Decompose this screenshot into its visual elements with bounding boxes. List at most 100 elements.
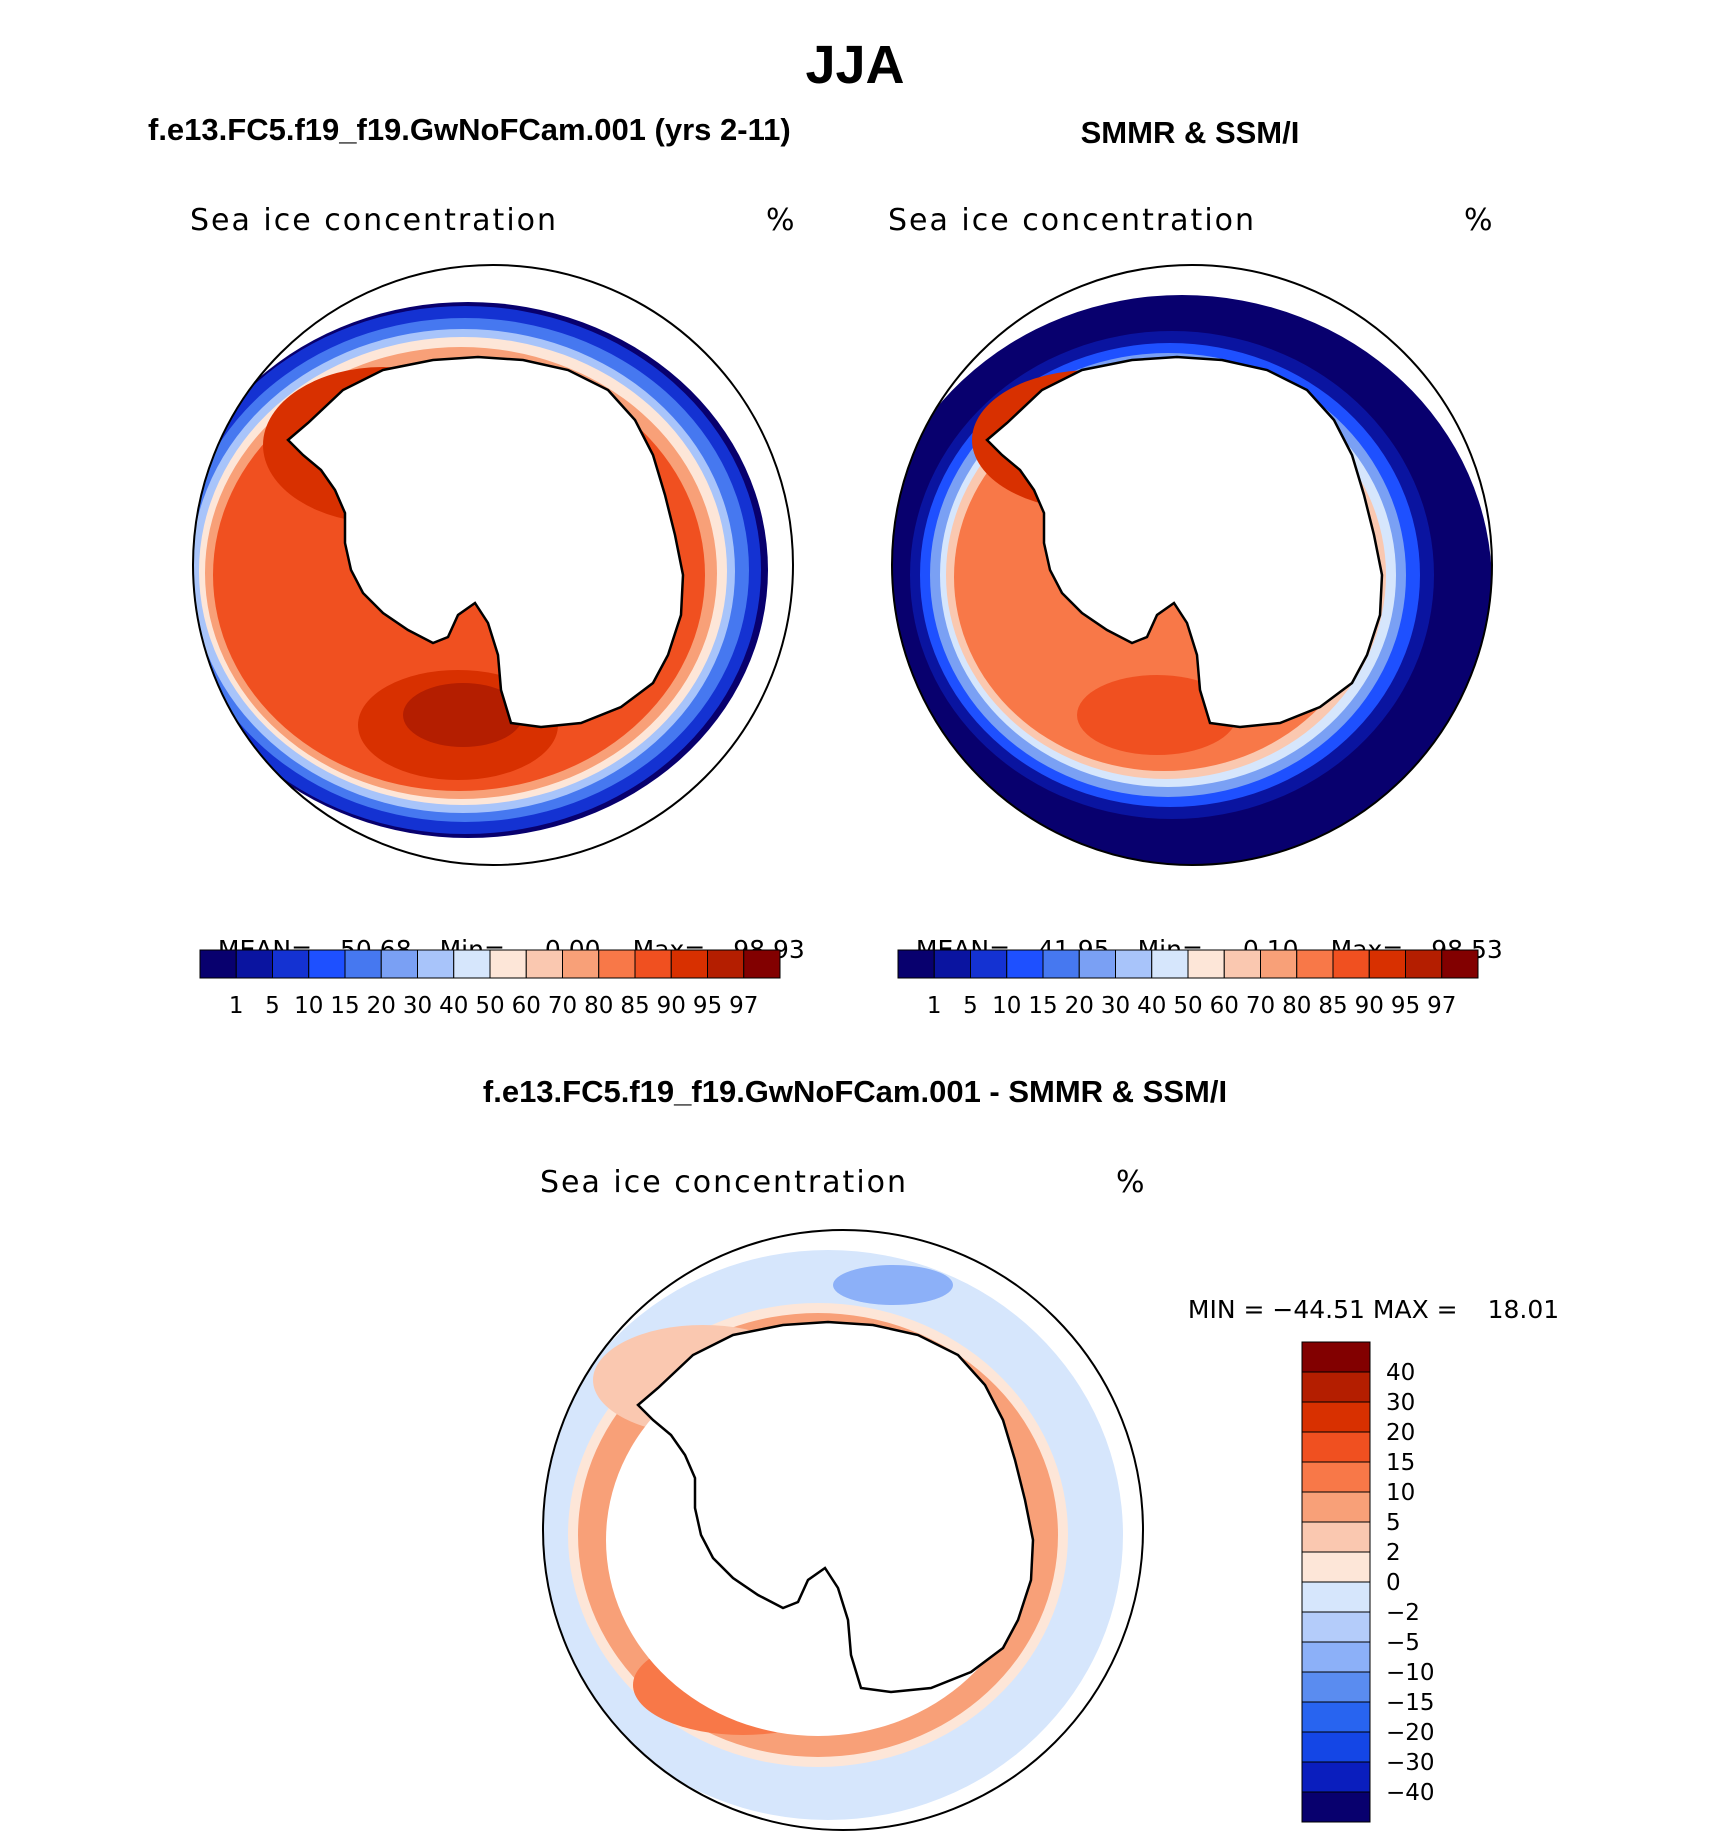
colorbar-tick-label: 30 [1386,1390,1415,1416]
colorbar-tick-label: 40 [1137,993,1166,1019]
colorbar-swatch [1301,1761,1371,1793]
colorbar-tick-label: 5 [265,993,280,1019]
colorbar-tick-label: −10 [1386,1660,1435,1686]
colorbar-swatch [1301,1551,1371,1583]
colorbar-tick-label: 1 [927,993,942,1019]
colorbar-swatch [1332,949,1370,979]
colorbar-swatch [1006,949,1044,979]
units-obs: % [1464,203,1493,238]
colorbar-swatch [1301,1641,1371,1673]
colorbar-swatch [1301,1371,1371,1403]
colorbar-tick-label: 80 [1282,993,1311,1019]
colorbar-swatch [1301,1611,1371,1643]
colorbar-swatch [1301,1491,1371,1523]
units-model: % [766,203,795,238]
colorbar-tick-label: 70 [548,993,577,1019]
colorbar-swatch [1301,1581,1371,1613]
colorbar-tick-label: 85 [1318,993,1347,1019]
colorbar-swatch [707,949,745,979]
colorbar-tick-label: 97 [729,993,758,1019]
colorbar-swatch [344,949,382,979]
colorbar-swatch [1042,949,1080,979]
colorbar-tick-label: 60 [1210,993,1239,1019]
colorbar-swatch [272,949,310,979]
colorbar-tick-label: 20 [367,993,396,1019]
colorbar-swatch [897,949,935,979]
colorbar-swatch [1187,949,1225,979]
colorbar-tick-label: 10 [992,993,1021,1019]
colorbar-tick-label: −2 [1386,1600,1420,1626]
colorbar-swatch [1301,1341,1371,1373]
colorbar-swatch [1301,1521,1371,1553]
field-label-diff: Sea ice concentration [540,1165,909,1200]
colorbar-tick-label: −20 [1386,1720,1435,1746]
colorbar-swatch [308,949,346,979]
colorbar-swatch [598,949,636,979]
colorbar-swatch [1301,1701,1371,1733]
colorbar-tick-label: 40 [1386,1360,1415,1386]
colorbar-tick-label: 5 [1386,1510,1401,1536]
diff-panel-title: f.e13.FC5.f19_f19.GwNoFCam.001 - SMMR & … [482,1074,1228,1109]
colorbar-tick-label: 20 [1386,1420,1415,1446]
colorbar-tick-label: 95 [693,993,722,1019]
colorbar-swatch [1301,1731,1371,1763]
colorbar-swatch [1223,949,1261,979]
colorbar-tick-label: 80 [584,993,613,1019]
colorbar-swatch [235,949,273,979]
colorbar-swatch [489,949,527,979]
diff-min-label: MIN = [1187,1295,1265,1324]
colorbar-swatch [1405,949,1443,979]
colorbar-swatch [1260,949,1298,979]
colorbar-tick-label: 50 [475,993,504,1019]
colorbar-swatch [1301,1671,1371,1703]
colorbar-swatch [199,949,237,979]
colorbar-swatch [1301,1461,1371,1493]
colorbar-swatch [1301,1431,1371,1463]
panel-title-obs: SMMR & SSM/I [1080,115,1300,150]
field-label-obs: Sea ice concentration [888,203,1257,238]
colorbar-swatch [1441,949,1479,979]
panel-title-model: f.e13.FC5.f19_f19.GwNoFCam.001 (yrs 2-11… [148,112,791,147]
diff-max-value: 18.01 [1487,1295,1560,1324]
colorbar-tick-label: −40 [1386,1780,1435,1806]
colorbar-tick-label: 15 [330,993,359,1019]
season-title: JJA [805,35,905,95]
map-model [192,264,794,866]
colorbar-tick-label: −5 [1386,1630,1420,1656]
colorbar-swatch [417,949,455,979]
colorbar-swatch [670,949,708,979]
colorbar-tick-label: 15 [1028,993,1057,1019]
colorbar-tick-label: 70 [1246,993,1275,1019]
colorbar-tick-label: 15 [1386,1450,1415,1476]
colorbar-tick-label: −30 [1386,1750,1435,1776]
colorbar-swatch [525,949,563,979]
colorbar-tick-label: −15 [1386,1690,1435,1716]
map-boundary [542,1229,1144,1831]
ice-contour [1077,675,1237,755]
map-boundary [192,264,794,866]
map-obs [891,264,1493,866]
colorbar-swatch [380,949,418,979]
colorbar-tick-label: 30 [1101,993,1130,1019]
field-label-model: Sea ice concentration [190,203,559,238]
colorbar-tick-label: 30 [403,993,432,1019]
colorbar-tick-label: 1 [229,993,244,1019]
colorbar-tick-label: 60 [512,993,541,1019]
colorbar-tick-label: 95 [1391,993,1420,1019]
colorbar-swatch [1301,1791,1371,1823]
colorbar-swatch [1115,949,1153,979]
ice-contour [403,683,523,747]
colorbar-swatch [1296,949,1334,979]
colorbar-model: 1 5 10 15 20 30 40 50 60 70 80 85 90 95 97 [199,949,781,1019]
colorbar-tick-label: 90 [657,993,686,1019]
diff-contour [833,1265,953,1305]
colorbar-swatch [453,949,491,979]
colorbar-tick-label: 10 [1386,1480,1415,1506]
diff-minmax: MIN = −44.51 MAX = 18.01 [1172,1266,1559,1324]
colorbar-tick-label: 20 [1065,993,1094,1019]
colorbar-swatch [1078,949,1116,979]
colorbar-tick-label: 85 [620,993,649,1019]
colorbar-swatch [1151,949,1189,979]
colorbar-swatch [634,949,672,979]
